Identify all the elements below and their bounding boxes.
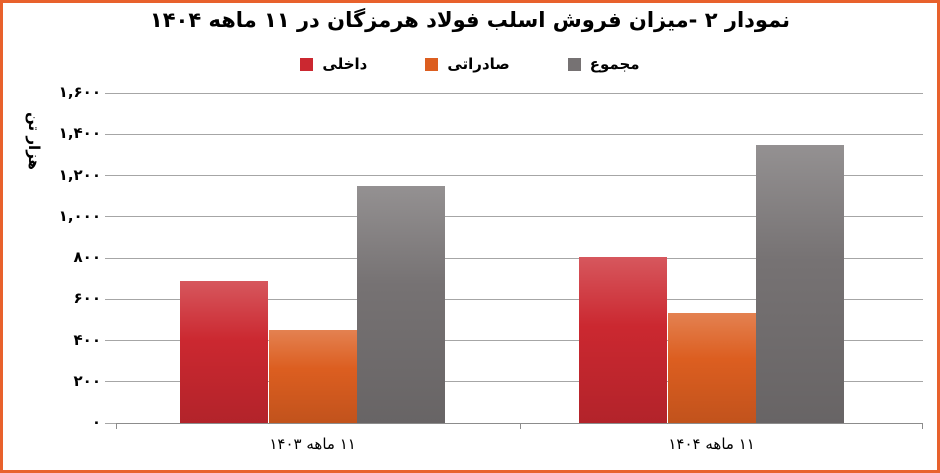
y-axis-tick bbox=[105, 381, 116, 383]
y-axis-tick bbox=[105, 298, 116, 300]
y-axis-tick bbox=[105, 422, 116, 424]
y-axis-tick bbox=[105, 92, 116, 94]
bar-domestic-0 bbox=[180, 280, 268, 423]
y-tick-label: ۰ bbox=[91, 413, 101, 431]
gridline bbox=[116, 92, 923, 94]
legend-label-total: مجموع bbox=[589, 55, 640, 73]
y-tick-label: ۱,۰۰۰ bbox=[58, 206, 101, 225]
bar-total-0 bbox=[357, 186, 446, 423]
y-tick-label: ۸۰۰ bbox=[73, 248, 101, 266]
legend-item-domestic: داخلی bbox=[300, 55, 367, 73]
y-axis-tick bbox=[105, 175, 116, 176]
x-category-label: ۱۱ ماهه ۱۴۰۴ bbox=[668, 435, 755, 453]
x-category-label: ۱۱ ماهه ۱۴۰۳ bbox=[269, 435, 356, 453]
gridline bbox=[116, 257, 923, 259]
y-tick-label: ۱,۲۰۰ bbox=[58, 165, 101, 184]
bar-total-1 bbox=[756, 145, 845, 423]
chart-title: نمودار ۲ -میزان فروش اسلب فولاد هرمزگان … bbox=[149, 8, 791, 32]
legend-item-total: مجموع bbox=[567, 55, 640, 73]
y-tick-label: ۶۰۰ bbox=[73, 289, 101, 308]
bar-export-1 bbox=[667, 313, 756, 423]
y-tick-label: ۱,۴۰۰ bbox=[58, 124, 101, 143]
y-tick-label: ۲۰۰ bbox=[73, 371, 101, 390]
x-axis-tick bbox=[922, 423, 923, 429]
legend-label-domestic: داخلی bbox=[322, 55, 368, 73]
legend-label-export: صادراتی bbox=[447, 55, 510, 73]
gridline bbox=[116, 216, 923, 218]
legend-swatch-domestic bbox=[300, 57, 314, 71]
bar-export-0 bbox=[268, 329, 357, 423]
gridline bbox=[116, 340, 923, 341]
legend-swatch-export bbox=[425, 57, 439, 71]
x-axis-tick bbox=[519, 423, 521, 429]
legend: داخلی صادراتی مجموع bbox=[3, 55, 937, 73]
legend-swatch-total bbox=[567, 57, 581, 71]
y-axis-tick bbox=[105, 257, 116, 259]
gridline bbox=[116, 381, 923, 383]
bar-domestic-1 bbox=[579, 256, 667, 423]
y-axis-tick bbox=[105, 133, 116, 135]
x-axis-tick bbox=[116, 423, 117, 429]
gridline bbox=[116, 298, 923, 300]
y-axis-tick bbox=[105, 340, 116, 341]
y-axis-tick bbox=[105, 216, 116, 218]
gridline bbox=[116, 175, 923, 176]
y-tick-label: ۴۰۰ bbox=[73, 330, 101, 349]
gridline bbox=[116, 133, 923, 135]
plot-area bbox=[116, 92, 923, 429]
legend-item-export: صادراتی bbox=[425, 55, 510, 73]
y-tick-label: ۱,۶۰۰ bbox=[58, 83, 101, 101]
